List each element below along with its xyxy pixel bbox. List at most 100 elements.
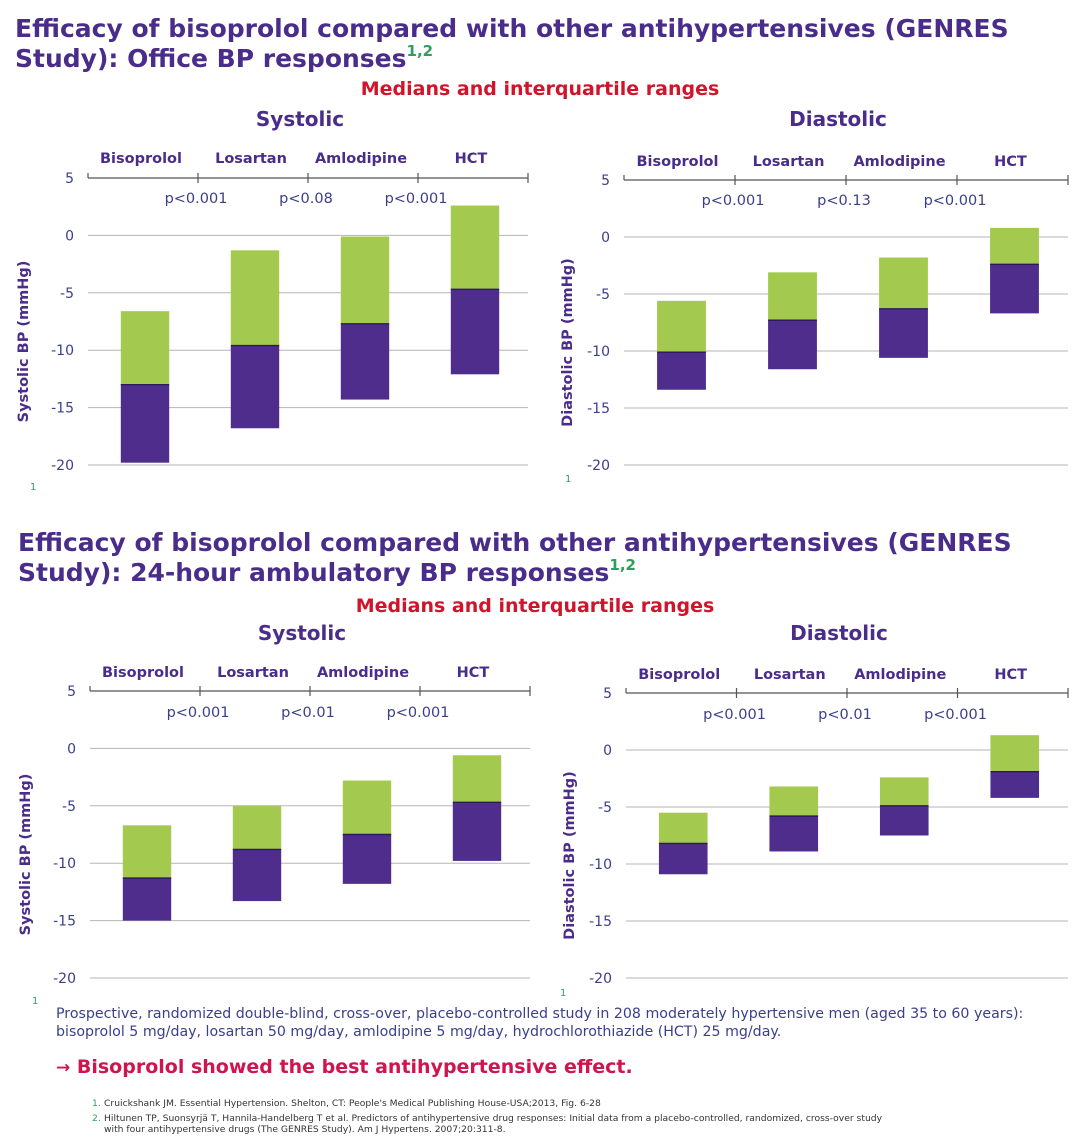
category-label: Losartan [217,665,289,681]
p-value-label: p<0.001 [387,705,450,721]
bar-upper-quartile [990,227,1039,265]
p-value-label: p<0.08 [279,191,333,207]
y-tick-label: 5 [67,684,76,700]
bar-upper-quartile [768,272,817,321]
category-label: Amlodipine [853,154,945,170]
chart-ambulatory-diastolic: Diastolic 5 0 -5 -10 -15 -20 Bisoprolol Losartan… [560,621,1069,999]
bar-lower-quartile [990,771,1040,798]
bar-lower-quartile [340,323,390,400]
y-tick-label: 5 [65,171,74,187]
category-label: Amlodipine [317,665,409,681]
y-tick-label: -10 [587,344,610,360]
y-tick-label: 0 [603,743,612,759]
reference-text: Cruickshank JM. Essential Hypertension. … [104,1098,601,1109]
bar-lower-quartile [230,345,280,429]
y-tick-label: -10 [589,857,612,873]
category-label: Bisoprolol [636,154,718,170]
p-value-label: p<0.001 [385,191,448,207]
y-tick-label: 5 [603,686,612,702]
y-tick-label: -10 [51,343,74,359]
section-title-text: Efficacy of bisoprolol compared with oth… [15,14,1009,73]
section-subtitle: Medians and interquartile ranges [355,595,715,617]
reference-item: 1. Cruickshank JM. Essential Hypertension… [92,1098,992,1110]
category-label: HCT [457,665,490,681]
category-label: Losartan [754,667,826,683]
title-reference-superscript: 1,2 [609,556,636,574]
bar-lower-quartile [769,816,819,852]
bar-upper-quartile [990,735,1040,772]
p-value-label: p<0.001 [924,193,987,209]
title-reference-superscript: 1,2 [406,42,434,60]
bar-lower-quartile [122,878,172,921]
y-tick-label: -5 [60,286,74,302]
chart-title: Systolic [256,107,344,131]
bar-lower-quartile [658,843,708,875]
reference-number: 1. [92,1098,101,1109]
bar-upper-quartile [450,205,500,290]
y-axis-label: Systolic BP (mmHg) [18,774,34,936]
reference-text: Hiltunen TP, Suonsyrjä T, Hannila-Handel… [104,1112,883,1124]
y-tick-label: -5 [62,799,76,815]
section-title: Efficacy of bisoprolol compared with oth… [15,14,1055,74]
y-tick-label: -5 [598,800,612,816]
chart-office-diastolic: Diastolic 5 0 -5 -10 -15 -20 Bisoprolol Losartan… [560,107,1069,485]
category-label: Bisoprolol [638,667,720,683]
section-title: Efficacy of bisoprolol compared with oth… [18,528,1058,588]
y-tick-label: 5 [601,173,610,189]
y-tick-label: -20 [589,971,612,987]
y-tick-label: -20 [587,458,610,474]
category-label: Bisoprolol [100,151,182,167]
bar-upper-quartile [657,300,706,353]
category-label: Bisoprolol [102,665,184,681]
chart-ambulatory-systolic: Systolic 5 0 -5 -10 -15 -20 Bisoprolol Losartan A… [18,621,531,1007]
y-tick-label: 0 [601,230,610,246]
y-tick-label: -5 [596,287,610,303]
chart-office-systolic: Systolic 5 0 -5 -10 -15 -20 Bisoprolol Losartan A… [16,107,529,493]
bar-lower-quartile [450,289,500,375]
p-value-label: p<0.001 [924,707,987,723]
chart-title: Systolic [258,621,346,645]
bar-lower-quartile [232,849,282,902]
chart-footnote-marker: 1 [30,482,36,493]
y-tick-label: -20 [51,458,74,474]
category-label: Losartan [215,151,287,167]
bar-upper-quartile [769,786,819,817]
bar-upper-quartile [879,257,928,309]
chart-title: Diastolic [789,107,887,131]
y-tick-label: -15 [587,401,610,417]
bar-lower-quartile [342,834,392,884]
bar-upper-quartile [879,777,929,806]
arrow-right-icon: → [56,1058,71,1078]
bar-lower-quartile [657,352,706,390]
y-tick-label: -15 [589,914,612,930]
bar-upper-quartile [342,780,392,835]
p-value-label: p<0.13 [817,193,871,209]
reference-number: 2. [92,1112,101,1124]
bar-upper-quartile [120,311,170,385]
p-value-label: p<0.01 [281,705,335,721]
y-axis-label: Diastolic BP (mmHg) [562,771,578,940]
chart-footnote-marker: 1 [565,474,571,485]
bar-lower-quartile [879,805,929,836]
bar-lower-quartile [879,308,928,358]
bar-upper-quartile [340,236,390,324]
bar-upper-quartile [122,825,172,879]
y-axis-label: Systolic BP (mmHg) [16,261,32,423]
p-value-label: p<0.001 [703,707,766,723]
bar-lower-quartile [990,264,1039,314]
y-tick-label: -10 [53,856,76,872]
reference-item: 2. Hiltunen TP, Suonsyrjä T, Hannila-Hand… [92,1113,992,1136]
category-label: HCT [455,151,488,167]
bar-upper-quartile [658,812,708,844]
y-axis-label: Diastolic BP (mmHg) [560,258,576,427]
references: 1. Cruickshank JM. Essential Hypertension… [92,1098,992,1136]
section-subtitle: Medians and interquartile ranges [360,78,720,100]
bar-lower-quartile [120,384,170,463]
chart-footnote-marker: 1 [32,996,38,1007]
study-description: Prospective, randomized double-blind, cr… [56,1006,1024,1040]
bar-lower-quartile [452,802,502,861]
y-tick-label: 0 [67,741,76,757]
conclusion: → Bisoprolol showed the best antihyperte… [56,1056,633,1078]
section-title-text: Efficacy of bisoprolol compared with oth… [18,528,1012,587]
chart-title: Diastolic [790,621,888,645]
